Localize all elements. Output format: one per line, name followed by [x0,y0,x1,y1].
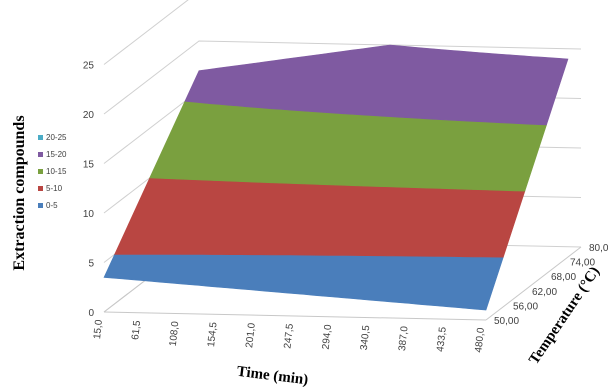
legend-label: 15-20 [46,150,67,159]
time-tick-label: 294,0 [321,324,335,350]
time-tick-label: 433,5 [435,326,449,352]
floor-edge-2 [485,246,582,321]
z-tick-label: 15 [83,160,95,171]
temperature-tick-label: 80,00 [589,243,608,254]
legend-label: 10-15 [46,167,67,176]
surface [103,44,569,311]
z-tick-label: 25 [83,61,95,72]
time-tick-label: 247,5 [282,323,296,349]
time-tick-label: 340,5 [359,324,373,350]
z-gridline-5 [103,0,189,65]
band-0-5 [103,254,504,311]
z-tick-label: 10 [83,209,95,220]
legend-swatch [38,169,43,174]
legend: 20-25 15-20 10-15 5-10 0-5 [38,133,67,210]
time-axis-title: Time (min) [236,364,309,389]
legend-label: 5-10 [46,184,63,193]
legend-swatch [38,135,43,140]
legend-swatch [38,186,43,191]
time-tick-label: 61,5 [130,320,143,341]
band-5-10 [114,177,526,258]
time-tick-label: 480,0 [473,327,487,353]
time-tick-label: 108,0 [168,320,182,346]
z-tick-label: 20 [83,110,95,121]
temperature-tick-label: 74,00 [570,258,595,269]
legend-swatch [38,152,43,157]
time-tick-label: 15,0 [92,319,105,340]
legend-label: 20-25 [46,133,67,142]
floor-edge-0 [103,311,487,321]
z-tick-label: 5 [88,259,94,270]
time-tick-label: 387,0 [397,325,411,351]
temperature-tick-label: 50,00 [494,316,519,327]
time-tick-label: 154,5 [206,321,220,347]
z-tick-label: 0 [88,308,94,319]
temperature-axis-ticks: 50,00 56,00 62,00 68,00 74,00 80,00 [494,243,608,327]
legend-swatch [38,203,43,208]
temperature-tick-label: 62,00 [532,287,557,298]
legend-label: 0-5 [46,201,58,210]
temperature-tick-label: 68,00 [551,272,576,283]
band-15-20 [184,44,569,126]
time-tick-label: 201,0 [244,322,258,348]
temperature-tick-label: 56,00 [513,301,538,312]
z-axis-title: Extraction compounds [11,115,28,270]
time-axis-ticks: 15,0 61,5 108,0 154,5 201,0 247,5 294,0 340,5 38… [92,319,487,353]
z-gridline-4 [103,40,582,115]
z-axis-ticks: 0 5 10 15 20 25 [83,61,95,320]
